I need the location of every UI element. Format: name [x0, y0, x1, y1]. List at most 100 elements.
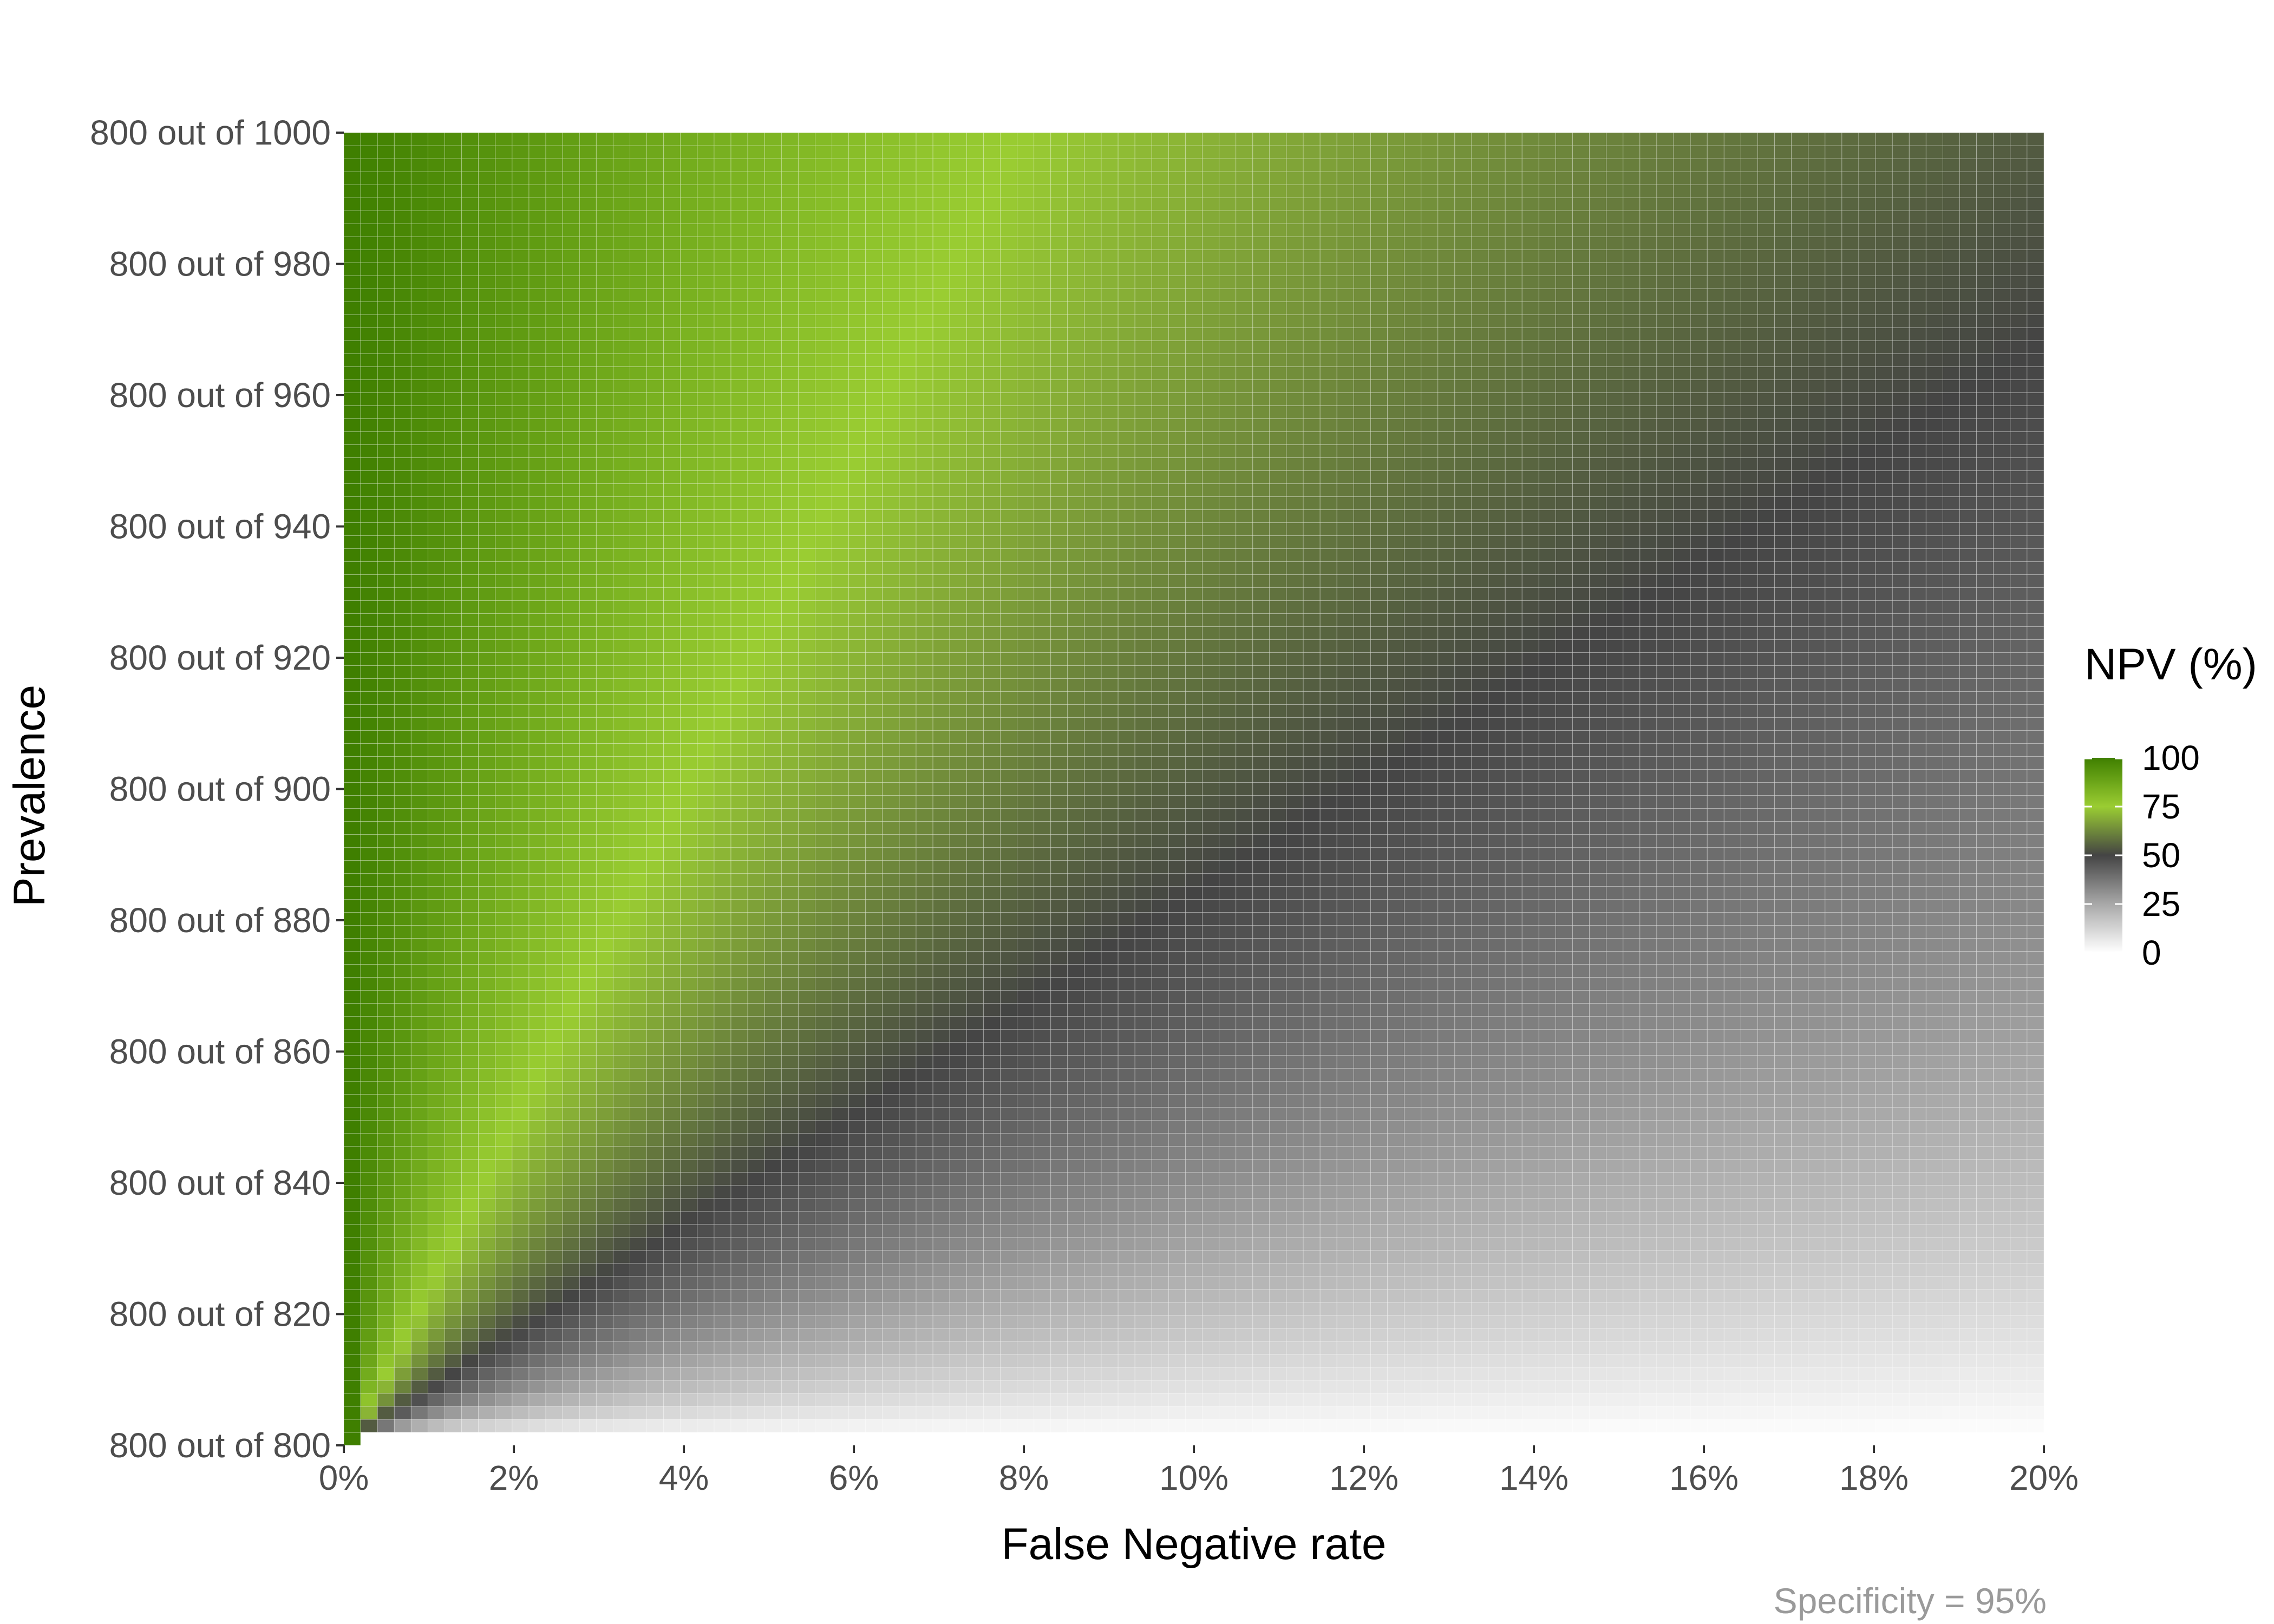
heatmap-cell: [646, 1380, 664, 1394]
heatmap-cell: [781, 1172, 799, 1186]
heatmap-cell: [1521, 938, 1539, 952]
heatmap-cell: [478, 886, 496, 900]
heatmap-cell: [798, 821, 816, 835]
heatmap-cell: [1471, 860, 1489, 874]
heatmap-cell: [1185, 951, 1203, 965]
heatmap-cell: [1454, 1406, 1472, 1420]
heatmap-cell: [1252, 1172, 1270, 1186]
heatmap-cell: [377, 1029, 395, 1043]
heatmap-cell: [1236, 1211, 1253, 1225]
heatmap-cell: [1269, 912, 1287, 926]
heatmap-cell: [2010, 925, 2028, 939]
heatmap-cell: [1252, 1107, 1270, 1121]
heatmap-cell: [1909, 1016, 1926, 1030]
heatmap-cell: [1387, 1068, 1405, 1082]
heatmap-cell: [916, 1185, 933, 1199]
heatmap-cell: [1303, 847, 1321, 861]
heatmap-cell: [1589, 1237, 1607, 1251]
heatmap-cell: [1151, 1042, 1169, 1056]
heatmap-cell: [579, 1250, 597, 1264]
heatmap-cell: [545, 1055, 563, 1069]
heatmap-cell: [445, 964, 462, 978]
heatmap-cell: [1858, 1263, 1876, 1277]
heatmap-cell: [427, 795, 446, 809]
heatmap-cell: [1134, 1302, 1152, 1316]
heatmap-cell: [1555, 886, 1573, 900]
heatmap-cell: [1959, 1276, 1977, 1290]
heatmap-cell: [2027, 1185, 2044, 1199]
heatmap-cell: [848, 886, 866, 900]
heatmap-cell: [1437, 1120, 1455, 1134]
heatmap-cell: [1892, 808, 1910, 822]
heatmap-cell: [1993, 1432, 2011, 1446]
heatmap-cell: [377, 795, 395, 809]
heatmap-cell: [781, 1094, 799, 1108]
heatmap-cell: [1690, 808, 1708, 822]
heatmap-cell: [1336, 1198, 1354, 1212]
heatmap-cell: [798, 912, 816, 926]
heatmap-cell: [1168, 1107, 1186, 1121]
heatmap-cell: [1437, 1250, 1455, 1264]
heatmap-cell: [1286, 1393, 1304, 1407]
heatmap-cell: [1084, 1341, 1102, 1355]
heatmap-cell: [1791, 938, 1809, 952]
heatmap-cell: [1017, 847, 1035, 861]
heatmap-cell: [1269, 1250, 1287, 1264]
heatmap-cell: [949, 1094, 967, 1108]
heatmap-cell: [1404, 1081, 1422, 1095]
heatmap-cell: [1387, 860, 1405, 874]
heatmap-cell: [1319, 847, 1337, 861]
heatmap-cell: [1623, 1172, 1641, 1186]
heatmap-cell: [1538, 1250, 1556, 1264]
heatmap-cell: [1808, 860, 1826, 874]
heatmap-cell: [360, 1276, 378, 1290]
heatmap-cell: [1723, 886, 1741, 900]
heatmap-cell: [377, 1393, 395, 1407]
heatmap-cell: [445, 1224, 462, 1238]
heatmap-cell: [478, 1289, 496, 1303]
heatmap-cell: [1454, 912, 1472, 926]
heatmap-cell: [512, 1198, 530, 1212]
heatmap-cell: [596, 1250, 613, 1264]
heatmap-cell: [1353, 1354, 1371, 1368]
heatmap-cell: [1521, 899, 1539, 913]
heatmap-cell: [1707, 834, 1724, 848]
heatmap-cell: [495, 1237, 513, 1251]
heatmap-cell: [596, 1354, 613, 1368]
heatmap-cell: [1521, 1263, 1539, 1277]
heatmap-cell: [562, 1146, 580, 1160]
heatmap-cell: [1707, 1276, 1724, 1290]
heatmap-cell: [781, 1276, 799, 1290]
heatmap-cell: [1505, 1211, 1522, 1225]
heatmap-cell: [1976, 1367, 1994, 1381]
heatmap-cell: [1336, 1250, 1354, 1264]
heatmap-cell: [1202, 899, 1220, 913]
heatmap-cell: [1656, 990, 1674, 1004]
heatmap-cell: [1808, 1185, 1826, 1199]
heatmap-cell: [377, 1003, 395, 1017]
heatmap-cell: [1084, 1432, 1102, 1446]
heatmap-cell: [1623, 1159, 1641, 1173]
heatmap-cell: [832, 1328, 850, 1342]
heatmap-cell: [730, 1094, 748, 1108]
heatmap-cell: [1336, 1367, 1354, 1381]
heatmap-cell: [343, 1406, 361, 1420]
heatmap-cell: [1589, 873, 1607, 887]
heatmap-cell: [579, 990, 597, 1004]
heatmap-cell: [1555, 1016, 1573, 1030]
heatmap-cell: [1993, 964, 2011, 978]
heatmap-cell: [1808, 1341, 1826, 1355]
heatmap-cell: [1034, 847, 1051, 861]
heatmap-cell: [427, 1016, 446, 1030]
heatmap-cell: [1252, 1419, 1270, 1433]
heatmap-cell: [1892, 1146, 1910, 1160]
heatmap-cell: [899, 1289, 917, 1303]
heatmap-cell: [562, 1042, 580, 1056]
heatmap-cell: [1471, 1120, 1489, 1134]
heatmap-cell: [1572, 1159, 1590, 1173]
heatmap-cell: [2010, 1328, 2028, 1342]
heatmap-cell: [815, 1328, 833, 1342]
heatmap-cell: [2027, 1094, 2044, 1108]
heatmap-cell: [1740, 1159, 1758, 1173]
heatmap-cell: [1740, 912, 1758, 926]
